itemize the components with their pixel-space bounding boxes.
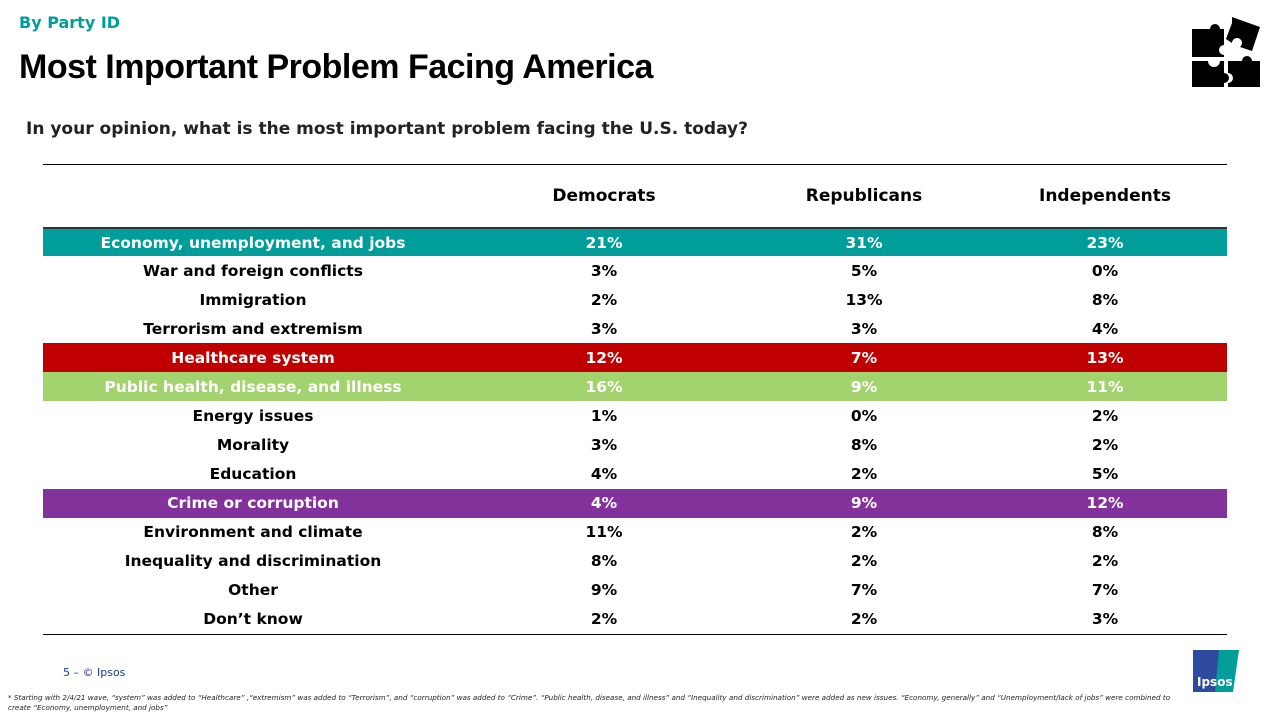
row-label: Education [209, 465, 297, 484]
row-label: Morality [216, 435, 290, 454]
footnote: * Starting with 2/4/21 wave, “system” wa… [8, 693, 1171, 712]
value-democrats: 11% [585, 523, 623, 542]
table-row: Inequality and discrimination 8% 2% 2% [43, 547, 1227, 576]
value-republicans: 2% [850, 552, 878, 571]
value-democrats: 9% [590, 581, 618, 600]
row-label: Immigration [199, 290, 307, 309]
value-republicans: 2% [850, 610, 878, 629]
value-democrats: 4% [590, 494, 618, 513]
value-democrats: 1% [590, 406, 618, 425]
value-independents: 7% [1091, 581, 1119, 600]
header-independents: Independents [1039, 186, 1171, 206]
value-independents: 5% [1091, 465, 1119, 484]
table-row: Other 9% 7% 7% [43, 576, 1227, 605]
value-democrats: 21% [585, 233, 623, 252]
value-independents: 0% [1091, 261, 1119, 280]
value-republicans: 3% [850, 319, 878, 338]
value-republicans: 2% [850, 465, 878, 484]
row-label: Energy issues [192, 406, 314, 425]
value-republicans: 31% [845, 233, 883, 252]
row-label: Inequality and discrimination [124, 552, 382, 571]
header-democrats: Democrats [552, 186, 656, 206]
table-row: Healthcare system 12% 7% 13% [43, 343, 1227, 373]
value-republicans: 9% [850, 377, 878, 396]
value-democrats: 2% [590, 290, 618, 309]
survey-question: In your opinion, what is the most import… [26, 119, 748, 139]
value-democrats: 12% [585, 348, 623, 367]
value-democrats: 4% [590, 465, 618, 484]
table-header: Democrats Republicans Independents [43, 165, 1227, 227]
value-republicans: 7% [850, 348, 878, 367]
results-table: Democrats Republicans Independents Econo… [43, 164, 1227, 635]
value-republicans: 8% [850, 435, 878, 454]
value-republicans: 0% [850, 406, 878, 425]
value-independents: 23% [1086, 233, 1124, 252]
value-republicans: 7% [850, 581, 878, 600]
table-row: Immigration 2% 13% 8% [43, 285, 1227, 314]
table-row: Don’t know 2% 2% 3% [43, 605, 1227, 634]
row-label: Public health, disease, and illness [104, 377, 402, 396]
value-independents: 4% [1091, 319, 1119, 338]
row-label: Don’t know [203, 610, 303, 629]
value-democrats: 16% [585, 377, 623, 396]
value-independents: 3% [1091, 610, 1119, 629]
value-independents: 8% [1091, 290, 1119, 309]
value-republicans: 13% [845, 290, 883, 309]
table-row: Public health, disease, and illness 16% 9%… [43, 372, 1227, 402]
table-body: Economy, unemployment, and jobs 21% 31% 23%… [43, 227, 1227, 634]
row-label: Environment and climate [143, 523, 363, 542]
row-label: War and foreign conflicts [143, 261, 363, 280]
page-title: Most Important Problem Facing America [19, 48, 653, 86]
value-independents: 2% [1091, 435, 1119, 454]
table-row: Morality 3% 8% 2% [43, 430, 1227, 459]
header-republicans: Republicans [805, 186, 923, 206]
value-independents: 13% [1086, 348, 1124, 367]
ipsos-logo: Ipsos [1193, 650, 1239, 692]
value-independents: 2% [1091, 406, 1119, 425]
table-row: Energy issues 1% 0% 2% [43, 401, 1227, 430]
table-row: War and foreign conflicts 3% 5% 0% [43, 256, 1227, 285]
value-democrats: 3% [590, 319, 618, 338]
value-independents: 2% [1091, 552, 1119, 571]
value-republicans: 9% [850, 494, 878, 513]
table-row: Education 4% 2% 5% [43, 460, 1227, 489]
section-kicker: By Party ID [19, 13, 121, 32]
value-democrats: 8% [590, 552, 618, 571]
value-independents: 11% [1086, 377, 1124, 396]
value-independents: 12% [1086, 494, 1124, 513]
svg-text:Ipsos: Ipsos [1197, 675, 1233, 689]
row-label: Economy, unemployment, and jobs [100, 233, 406, 252]
value-republicans: 5% [850, 261, 878, 280]
page-number: 5 – © Ipsos [63, 666, 126, 679]
row-label: Healthcare system [171, 348, 335, 367]
value-democrats: 3% [590, 435, 618, 454]
row-label: Terrorism and extremism [143, 319, 363, 338]
row-label: Crime or corruption [167, 494, 339, 513]
puzzle-pieces-icon [1192, 17, 1260, 87]
value-democrats: 3% [590, 261, 618, 280]
table-row: Environment and climate 11% 2% 8% [43, 518, 1227, 547]
value-independents: 8% [1091, 523, 1119, 542]
value-republicans: 2% [850, 523, 878, 542]
table-row: Economy, unemployment, and jobs 21% 31% 23% [43, 227, 1227, 257]
value-democrats: 2% [590, 610, 618, 629]
table-row: Crime or corruption 4% 9% 12% [43, 488, 1227, 518]
row-label: Other [228, 581, 278, 600]
table-row: Terrorism and extremism 3% 3% 4% [43, 314, 1227, 343]
